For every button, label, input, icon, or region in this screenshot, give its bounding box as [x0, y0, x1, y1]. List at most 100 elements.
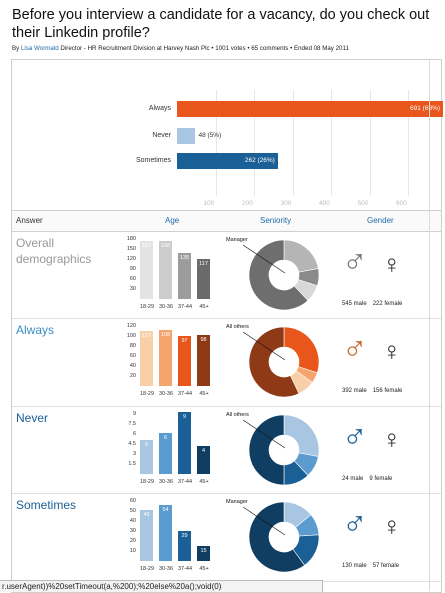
result-option-label: Always [148, 105, 171, 112]
age-x-label: 37-44 [177, 566, 193, 572]
y-tick-label: 180 [126, 236, 136, 242]
age-bar-value: 107 [141, 332, 152, 339]
section-title: Overall demographics [16, 236, 92, 266]
y-tick-label: 40 [129, 518, 136, 524]
age-tab[interactable]: Age [165, 216, 180, 225]
author-role: Director - HR Recruitment Division at Ha… [60, 45, 210, 52]
donut-callout-line [242, 331, 286, 361]
donut-callout-label: Manager [226, 237, 248, 243]
comment-count[interactable]: 65 comments [251, 45, 289, 52]
poll-question-title: Before you interview a candidate for a v… [12, 7, 430, 41]
section-title: Always [16, 323, 55, 337]
age-x-label: 45+ [199, 479, 209, 485]
donut-slice [248, 501, 305, 573]
age-bar-value: 167 [141, 243, 152, 250]
y-tick-label: 60 [129, 353, 136, 359]
age-bar: 167 [140, 241, 153, 299]
donut-slice [248, 239, 309, 311]
y-tick-label: 1.5 [128, 461, 136, 467]
age-bar-value: 135 [179, 254, 190, 261]
grid-line [408, 90, 409, 196]
age-bar: 5 [140, 439, 153, 474]
age-bar-value: 4 [201, 448, 206, 455]
age-bar: 4 [197, 446, 210, 474]
female-count: 9 female [369, 476, 393, 482]
age-bar-chart: 120 100 80 60 40 20 107 18-29 108 30-36 97 37-44 98 4… [122, 320, 222, 400]
seniority-tab[interactable]: Seniority [260, 216, 292, 225]
age-bar: 98 [197, 335, 210, 386]
age-x-label: 30-36 [158, 479, 174, 485]
age-bar: 117 [197, 258, 210, 299]
seniority-donut-chart: All others [225, 410, 321, 490]
gender-counts: 545 male 222 female [342, 301, 432, 307]
age-bar: 6 [159, 432, 172, 474]
gender-tab[interactable]: Gender [367, 216, 394, 225]
age-x-label: 37-44 [177, 391, 193, 397]
age-bar: 135 [178, 252, 191, 299]
age-bar: 9 [178, 412, 191, 474]
by-label: By [12, 45, 20, 52]
seniority-donut-chart: Manager [225, 497, 321, 577]
donut-callout-line [242, 506, 286, 536]
age-bar: 168 [159, 241, 172, 299]
gender-breakdown: ♂ ♀ 545 male 222 female [342, 245, 432, 311]
donut-svg [242, 501, 320, 573]
age-x-label: 18-29 [139, 479, 155, 485]
x-tick-label: 500 [357, 200, 369, 207]
age-bar-chart: 9 7.5 6 4.5 3 1.5 5 18-29 6 30-36 9 37-44 4 45+ [122, 408, 222, 488]
result-bar: 262 (26%) [177, 153, 278, 169]
x-tick-label: 100 [203, 200, 215, 207]
y-tick-label: 7.5 [128, 421, 136, 427]
age-x-label: 37-44 [177, 304, 193, 310]
donut-callout-label: All others [226, 412, 249, 418]
seniority-donut-chart: Manager [225, 235, 321, 315]
female-count: 222 female [372, 301, 403, 307]
female-icon: ♀ [382, 249, 402, 279]
age-bar-chart: 60 50 40 30 20 10 49 18-29 54 30-36 29 37-44 15 45+ [122, 495, 222, 575]
age-bar-value: 54 [162, 507, 169, 514]
age-bar-value: 97 [181, 337, 188, 344]
age-x-label: 30-36 [158, 304, 174, 310]
age-bar-value: 29 [181, 533, 188, 540]
age-x-label: 30-36 [158, 391, 174, 397]
result-bar [177, 128, 196, 144]
y-tick-label: 4.5 [128, 441, 136, 447]
age-bar: 107 [140, 330, 153, 386]
age-bar-value: 9 [182, 414, 187, 420]
answer-section: Overall demographics 180 150 120 90 60 30 167 18… [12, 231, 441, 319]
y-tick-label: 80 [129, 343, 136, 349]
age-x-label: 30-36 [158, 566, 174, 572]
y-tick-label: 30 [129, 286, 136, 292]
age-bar: 97 [178, 335, 191, 386]
male-count: 130 male [342, 563, 367, 569]
right-divider [429, 59, 430, 591]
age-bar-value: 6 [163, 434, 168, 441]
gender-counts: 130 male 57 female [342, 563, 432, 569]
age-bar: 49 [140, 510, 153, 561]
female-count: 156 female [372, 388, 403, 394]
y-tick-label: 40 [129, 363, 136, 369]
age-x-label: 37-44 [177, 479, 193, 485]
donut-callout-label: Manager [226, 499, 248, 505]
grid-line [369, 90, 371, 196]
age-bar-value: 49 [143, 512, 150, 519]
donut-slice [283, 326, 320, 374]
breakdown-header: Answer Age Seniority Gender [12, 210, 441, 232]
donut-slice [283, 414, 320, 457]
y-tick-label: 30 [129, 528, 136, 534]
x-tick-label: 400 [319, 200, 330, 207]
gender-breakdown: ♂ ♀ 392 male 156 female [342, 332, 432, 398]
age-bar-value: 117 [199, 260, 208, 267]
answer-column-header: Answer [16, 216, 43, 225]
female-icon: ♀ [382, 424, 402, 454]
answer-section: Always 120 100 80 60 40 20 107 18-29 108 30-36 97 37… [12, 318, 441, 407]
y-tick-label: 3 [132, 451, 136, 457]
male-count: 392 male [342, 388, 367, 394]
age-bar-value: 98 [200, 337, 207, 344]
male-icon: ♂ [342, 243, 368, 281]
age-bar: 29 [178, 531, 191, 561]
y-tick-label: 90 [129, 266, 136, 272]
age-bar: 54 [159, 505, 172, 561]
age-x-label: 45+ [199, 391, 209, 397]
author-link[interactable]: Lisa Wormald [20, 45, 59, 52]
